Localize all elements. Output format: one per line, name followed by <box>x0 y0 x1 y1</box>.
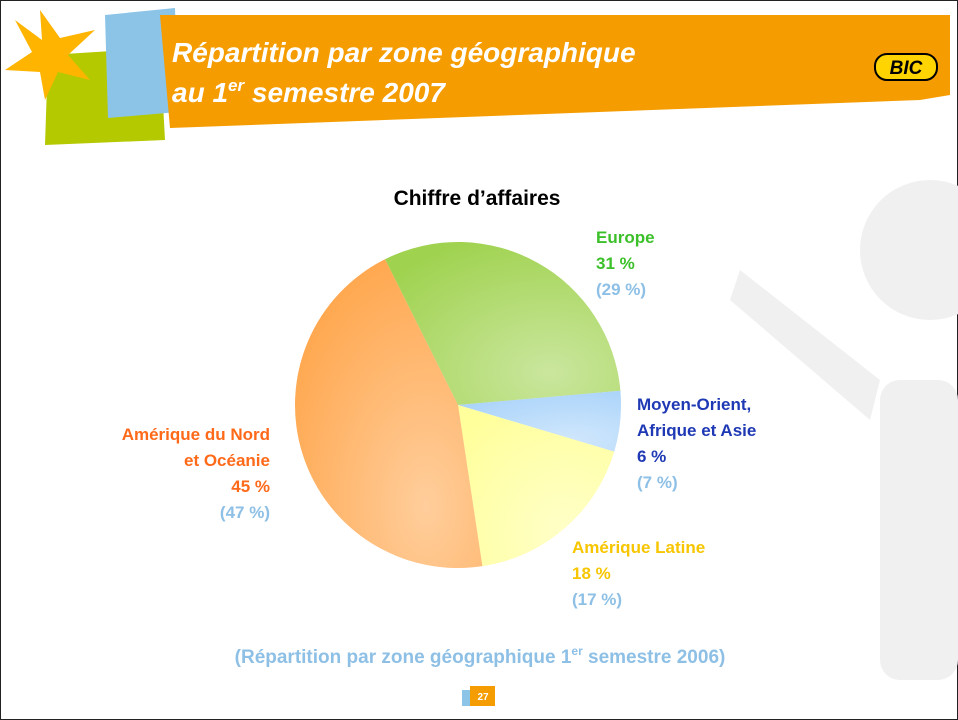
category-label: Amérique Latine <box>572 538 705 557</box>
footnote-post: semestre 2006) <box>583 647 726 668</box>
slice-shade <box>458 390 621 452</box>
blue-block <box>105 8 178 118</box>
mascot-watermark <box>730 180 958 680</box>
page-number: 27 <box>477 692 489 703</box>
value-label: 18 % <box>572 564 611 583</box>
category-label: Amérique du Nord <box>122 425 270 444</box>
slice-shade <box>385 242 621 405</box>
footnote-sup: er <box>571 644 583 658</box>
title-pre: au 1 <box>172 77 228 108</box>
title-sup: er <box>228 76 245 95</box>
category-label: et Océanie <box>184 451 270 470</box>
previous-value-label: (47 %) <box>220 503 270 522</box>
footnote: (Répartition par zone géographique 1er s… <box>235 644 726 668</box>
previous-value-label: (7 %) <box>637 473 678 492</box>
footnote-pre: (Répartition par zone géographique 1 <box>235 647 572 668</box>
category-label: Europe <box>596 228 655 247</box>
logo-bg <box>874 53 938 81</box>
previous-value-label: (29 %) <box>596 280 646 299</box>
logo: BIC <box>890 58 923 79</box>
title-line2: au 1er semestre 2007 <box>172 76 446 108</box>
chart-title: Chiffre d’affaires <box>394 187 561 210</box>
value-label: 31 % <box>596 254 635 273</box>
star <box>5 10 95 100</box>
title-line1: Répartition par zone géographique <box>172 37 636 68</box>
category-label: Moyen-Orient, <box>637 395 751 414</box>
page-number-bg <box>470 686 495 706</box>
category-label: Afrique et Asie <box>637 421 756 440</box>
labels: Europe 31 % (29 %) Moyen-Orient, Afrique et… <box>122 228 757 609</box>
pie <box>294 242 621 568</box>
title-banner <box>160 15 950 128</box>
title-post: semestre 2007 <box>244 77 446 108</box>
value-label: 45 % <box>231 477 270 496</box>
previous-value-label: (17 %) <box>572 590 622 609</box>
slice-shade <box>294 259 483 568</box>
page-number-accent <box>462 690 470 706</box>
slice-shade <box>458 405 615 567</box>
value-label: 6 % <box>637 447 666 466</box>
